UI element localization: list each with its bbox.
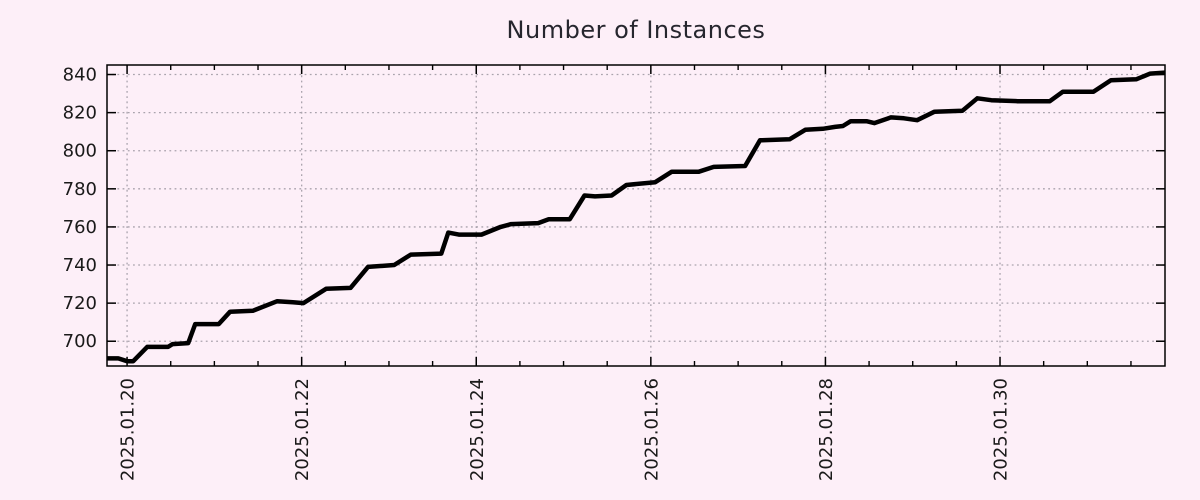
y-tick-label: 760 bbox=[63, 217, 97, 238]
y-tick-label: 800 bbox=[63, 141, 97, 162]
x-tick-label: 2025.01.28 bbox=[816, 378, 837, 481]
x-tick-label: 2025.01.24 bbox=[467, 378, 488, 481]
x-tick-label: 2025.01.20 bbox=[118, 378, 139, 481]
chart-title: Number of Instances bbox=[506, 16, 766, 44]
series-line-instances bbox=[107, 70, 1166, 364]
y-tick-label: 740 bbox=[63, 255, 97, 276]
y-tick-label: 820 bbox=[63, 103, 97, 124]
plot-border bbox=[106, 64, 1166, 367]
x-tick-label: 2025.01.22 bbox=[292, 378, 313, 481]
plot-area bbox=[107, 65, 1165, 366]
y-tick-label: 720 bbox=[63, 293, 97, 314]
y-tick-label: 780 bbox=[63, 179, 97, 200]
x-tick-label: 2025.01.26 bbox=[641, 378, 662, 481]
y-tick-label: 840 bbox=[63, 65, 97, 86]
y-tick-label: 700 bbox=[63, 331, 97, 352]
x-tick-label: 2025.01.30 bbox=[991, 378, 1012, 481]
